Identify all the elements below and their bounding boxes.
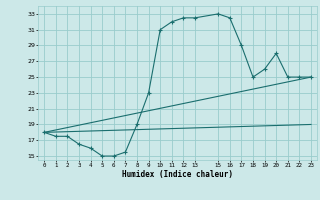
X-axis label: Humidex (Indice chaleur): Humidex (Indice chaleur) (122, 170, 233, 179)
